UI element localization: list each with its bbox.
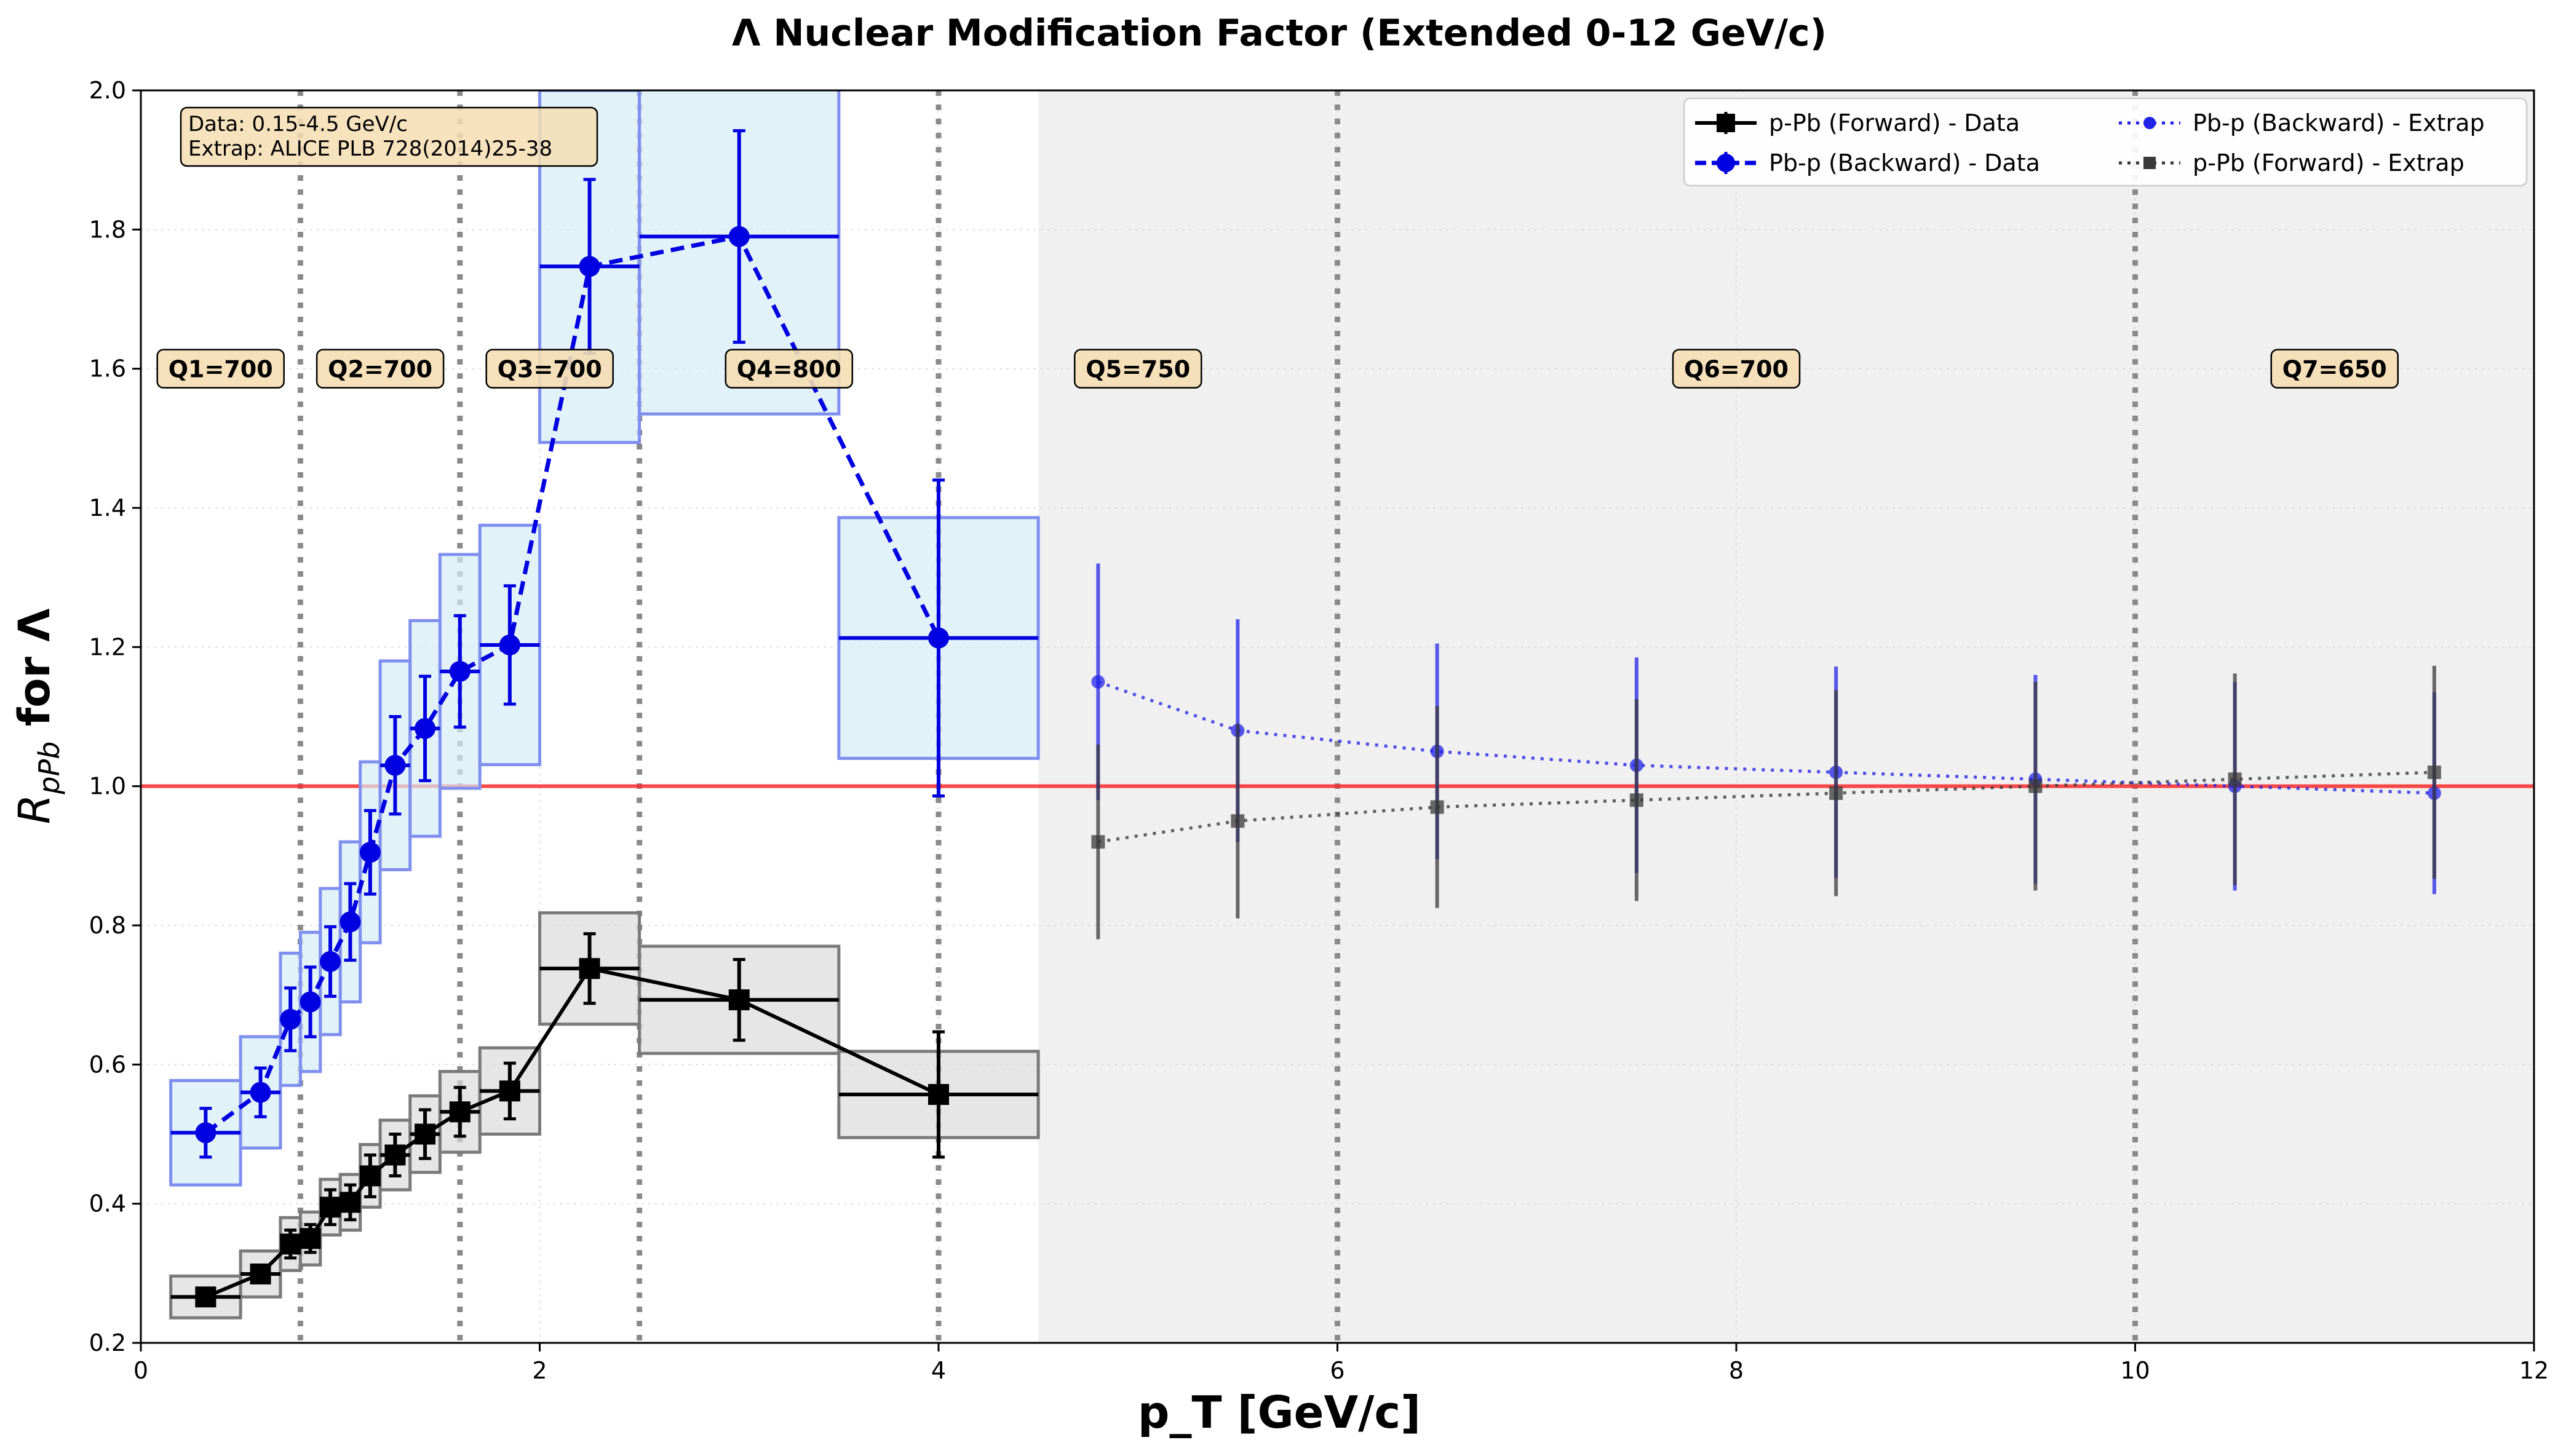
y-tick-label: 0.2 [89, 1329, 126, 1356]
quantile-label: Q7=650 [2282, 356, 2387, 383]
x-tick-label: 2 [532, 1357, 547, 1384]
data-point [340, 911, 361, 933]
data-point [384, 1144, 406, 1166]
y-axis-label-main: R [9, 794, 60, 825]
legend: p-Pb (Forward) - Data Pb-p (Backward) - D… [1683, 97, 2528, 187]
x-tick-label: 4 [931, 1357, 946, 1384]
data-point [1629, 793, 1643, 807]
data-point [250, 1263, 271, 1284]
data-point [1231, 814, 1245, 828]
data-point [449, 1101, 471, 1123]
data-point [250, 1082, 271, 1103]
data-point [728, 989, 750, 1011]
quantile-label: Q6=700 [1684, 356, 1789, 383]
legend-label: p-Pb (Forward) - Data [1769, 109, 2020, 136]
data-point [359, 842, 381, 863]
info-box-line: Extrap: ALICE PLB 728(2014)25-38 [188, 136, 552, 161]
x-tick-label: 10 [2120, 1357, 2150, 1384]
x-axis-label: p_T [GeV/c] [1138, 1387, 1421, 1438]
y-tick-label: 1.0 [89, 773, 126, 800]
legend-label: Pb-p (Backward) - Extrap [2193, 109, 2485, 136]
data-point [1829, 786, 1843, 800]
data-point [340, 1192, 361, 1213]
data-point [499, 1080, 520, 1102]
y-axis-label-tail: for Λ [9, 609, 60, 742]
y-axis-label-subscript: pPb [33, 742, 66, 795]
quantile-label: Q5=750 [1086, 356, 1190, 383]
legend-marker [1717, 114, 1735, 132]
legend-marker [2143, 157, 2156, 169]
quantile-label-box [156, 349, 285, 389]
y-tick-label: 1.8 [89, 216, 126, 243]
quantile-label: Q3=700 [498, 356, 602, 383]
quantile-label-box [316, 349, 445, 389]
quantile-label: Q2=700 [328, 356, 432, 383]
legend-frame [1683, 97, 2528, 187]
series-line [1097, 680, 2434, 795]
y-axis-label: RpPb for Λ [9, 609, 66, 825]
extrapolation-region [1038, 90, 2534, 1343]
data-point [1091, 835, 1105, 849]
data-point [2228, 772, 2242, 786]
legend-label: p-Pb (Forward) - Extrap [2193, 149, 2465, 176]
data-point [928, 627, 949, 649]
legend-marker [1717, 154, 1735, 172]
y-tick-label: 1.4 [89, 494, 126, 521]
quantile-label-box [1672, 349, 1801, 389]
data-point [195, 1286, 216, 1308]
data-point [1430, 800, 1444, 814]
data-point [499, 634, 520, 655]
data-point [320, 951, 341, 972]
data-point [1091, 675, 1105, 689]
x-tick-label: 0 [133, 1357, 148, 1384]
data-point [280, 1008, 301, 1030]
quantile-label: Q4=800 [737, 356, 841, 383]
data-point [300, 991, 321, 1013]
plot-series [169, 90, 2441, 1320]
y-tick-label: 0.8 [89, 912, 126, 939]
y-tick-label: 1.6 [89, 355, 126, 382]
quantile-label-box [2270, 349, 2399, 389]
y-tick-label: 0.4 [89, 1190, 126, 1217]
data-point [195, 1122, 216, 1144]
data-point [359, 1165, 381, 1187]
legend-marker [2143, 117, 2156, 129]
data-point [2028, 779, 2043, 793]
data-point [449, 660, 471, 682]
data-point [579, 256, 600, 277]
data-point [415, 1123, 436, 1145]
data-point [280, 1233, 301, 1255]
x-tick-label: 8 [1729, 1357, 1744, 1384]
data-point [928, 1083, 949, 1105]
data-point [579, 958, 600, 979]
quantile-label: Q1=700 [169, 356, 273, 383]
x-tick-label: 6 [1330, 1357, 1345, 1384]
data-point [300, 1228, 321, 1249]
data-point [384, 754, 406, 776]
data-point [320, 1197, 341, 1218]
quantile-label-box [485, 349, 614, 389]
quantile-label-box [1074, 349, 1202, 389]
y-tick-label: 2.0 [89, 77, 126, 104]
data-point [2427, 766, 2441, 780]
quantile-label-box [725, 349, 854, 389]
info-box-line: Data: 0.15-4.5 GeV/c [188, 112, 408, 136]
y-tick-label: 1.2 [89, 633, 126, 660]
info-box-frame [180, 106, 598, 167]
chart-title: Λ Nuclear Modification Factor (Extended … [732, 12, 1827, 55]
legend-label: Pb-p (Backward) - Data [1769, 149, 2040, 176]
x-tick-label: 12 [2519, 1357, 2549, 1384]
data-point [415, 718, 436, 739]
y-tick-label: 0.6 [89, 1051, 126, 1078]
data-point [728, 226, 750, 247]
svg-text:RpPb for Λ: RpPb for Λ [9, 609, 66, 825]
